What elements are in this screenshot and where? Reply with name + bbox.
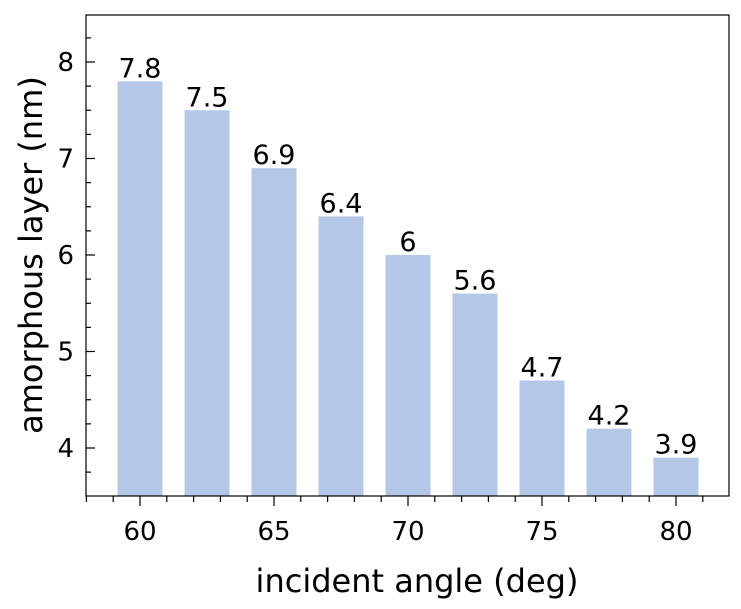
bar: [117, 81, 163, 497]
y-tick-label: 5: [57, 338, 74, 368]
x-tick-label: 75: [525, 517, 558, 547]
x-axis-label: incident angle (deg): [256, 562, 579, 600]
data-label: 7.5: [186, 82, 229, 113]
data-label: 6: [399, 227, 416, 258]
y-axis-label: amorphous layer (nm): [12, 76, 50, 434]
x-axis-ticks: 60 65 70 75 80: [85, 496, 704, 547]
bars-group: [117, 81, 699, 497]
y-tick-label: 6: [57, 241, 74, 271]
bar: [318, 216, 364, 496]
data-labels-group: 7.8 7.5 6.9 6.4 6 5.6 4.7 4.2 3.9: [119, 53, 698, 460]
x-tick-label: 60: [123, 517, 156, 547]
y-axis-ticks: 4 5 6 7 8: [57, 37, 95, 473]
bar: [586, 428, 632, 496]
bar: [251, 168, 297, 496]
bar: [385, 255, 431, 496]
y-tick-label: 4: [57, 434, 74, 464]
bar: [184, 110, 230, 496]
bar: [519, 380, 565, 496]
data-label: 4.7: [521, 352, 564, 383]
data-label: 6.9: [253, 140, 296, 171]
data-label: 3.9: [655, 430, 698, 461]
x-tick-label: 80: [659, 517, 692, 547]
y-tick-label: 7: [57, 145, 74, 175]
data-label: 6.4: [320, 188, 363, 219]
y-tick-label: 8: [57, 48, 74, 78]
data-label: 4.2: [588, 401, 631, 432]
data-label: 7.8: [119, 53, 162, 84]
x-tick-label: 65: [257, 517, 290, 547]
data-label: 5.6: [454, 266, 497, 297]
bar: [653, 457, 699, 496]
x-tick-label: 70: [391, 517, 424, 547]
bar: [452, 293, 498, 496]
